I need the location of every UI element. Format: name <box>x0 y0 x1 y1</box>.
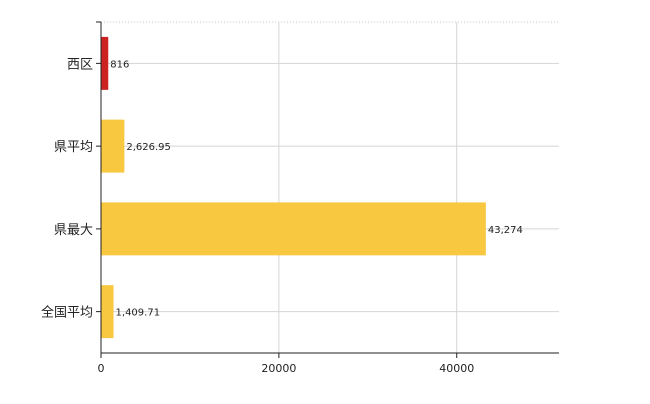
category-label: 県最大 <box>54 223 93 238</box>
x-tick-label: 20000 <box>261 362 296 375</box>
x-tick-label: 40000 <box>439 362 474 375</box>
bar-1 <box>101 36 109 90</box>
value-label: 43,274 <box>488 225 523 236</box>
category-label: 西区 <box>67 57 93 72</box>
category-label: 全国平均 <box>41 305 93 321</box>
bar-2 <box>101 119 125 173</box>
value-label: 1,409.71 <box>116 308 161 319</box>
value-label: 2,626.95 <box>126 142 171 153</box>
category-label: 県平均 <box>54 140 93 155</box>
bar-4 <box>101 285 114 339</box>
bar-3 <box>101 202 486 256</box>
x-tick-label: 0 <box>98 362 105 375</box>
value-label: 816 <box>110 59 129 70</box>
